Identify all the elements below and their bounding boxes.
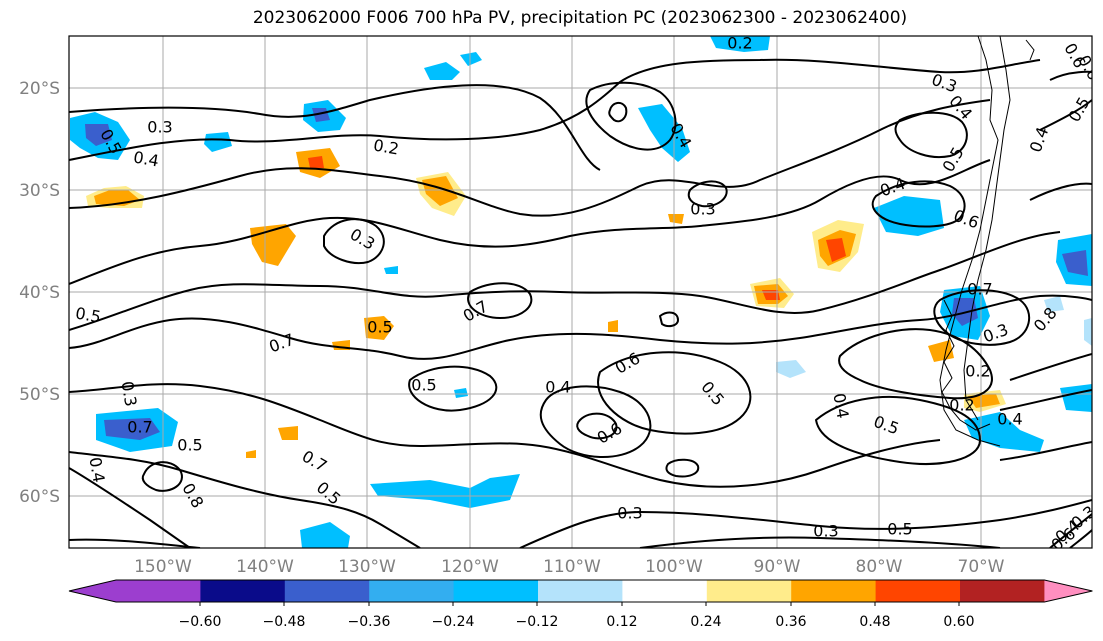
contour-label: 0.3 <box>147 118 172 137</box>
lon-tick-label: 100°W <box>645 557 703 577</box>
precip-patch-lightblue <box>1084 318 1092 346</box>
colorbar-tick-label: 0.60 <box>943 614 974 630</box>
contour-label: 0.5 <box>177 436 202 455</box>
colorbar-swatch <box>875 580 961 602</box>
precip-patch-blue <box>710 36 770 52</box>
precip-patch-orange <box>826 238 846 262</box>
precip-patch-blue <box>370 474 520 508</box>
contour-label: 0.2 <box>372 135 400 158</box>
precip-patch-orange <box>422 176 458 206</box>
precip-patch-blue <box>104 418 160 440</box>
lat-tick-label: 20°S <box>19 79 60 99</box>
precip-patch-blue <box>638 104 690 162</box>
contour-label: 0.4 <box>545 378 570 397</box>
lat-tick-label: 40°S <box>19 283 60 303</box>
precip-patch-orange <box>608 320 618 332</box>
precip-patch-orange <box>668 214 684 224</box>
precip-patch-blue <box>1062 250 1088 276</box>
colorbar-swatch <box>538 580 623 602</box>
contour-label: 0.7 <box>127 418 152 437</box>
precip-patch-blue <box>454 388 468 398</box>
colorbar-swatch <box>960 580 1045 602</box>
contour-label: 0.7 <box>967 280 992 299</box>
lon-tick-label: 140°W <box>236 557 294 577</box>
colorbar-tick-label: −0.36 <box>348 614 391 630</box>
lon-tick-label: 150°W <box>134 557 192 577</box>
contour-label: 0.3 <box>117 380 140 408</box>
colorbar-swatch <box>284 580 370 602</box>
precip-patch-blue <box>424 62 460 80</box>
precip-patch-blue <box>204 132 232 152</box>
colorbar-tick-label: 0.48 <box>859 614 890 630</box>
lon-tick-label: 90°W <box>754 557 801 577</box>
contour-label: 0.3 <box>813 522 838 541</box>
colorbar-swatch <box>453 580 539 602</box>
lat-tick-label: 50°S <box>19 385 60 405</box>
coastline <box>939 36 1035 447</box>
pv-contours <box>69 58 1092 548</box>
colorbar-swatch <box>200 580 286 602</box>
precip-patch-lightblue <box>1044 296 1064 312</box>
colorbar-swatch <box>116 580 201 602</box>
contour-label: 0.5 <box>887 520 912 539</box>
precip-patch-orange <box>250 224 296 266</box>
precip-patch-blue <box>384 266 398 274</box>
colorbar-outline <box>68 579 1093 603</box>
colorbar-swatch <box>706 580 792 602</box>
precip-patch-orange <box>278 426 298 440</box>
contour-label: 0.2 <box>965 362 990 381</box>
lon-tick-label: 70°W <box>958 557 1005 577</box>
colorbar: −0.60 −0.48 −0.36 −0.24 −0.12 0.12 0.24 0.36 0.4… <box>68 579 1093 630</box>
colorbar-swatch <box>369 580 455 602</box>
map-frame <box>68 35 1093 549</box>
contour-label: 0.5 <box>367 318 392 337</box>
contour-label: 0.5 <box>74 303 102 326</box>
precip-patch-blue <box>85 124 112 146</box>
lon-tick-label: 130°W <box>338 557 396 577</box>
latitude-tick-labels: 20°S 30°S 40°S 50°S 60°S <box>19 79 60 507</box>
contour-label: 0.4 <box>829 392 852 420</box>
precip-patch-lightblue <box>776 360 806 378</box>
colorbar-tick-label: 0.24 <box>690 614 721 630</box>
contour-label: 0.2 <box>727 34 752 53</box>
precip-patch-blue <box>460 52 482 66</box>
map-panel: 0.30.40.20.50.30.50.70.50.30.70.50.40.80… <box>68 34 1093 549</box>
lon-tick-label: 80°W <box>856 557 903 577</box>
precip-patch-orange <box>968 394 1000 408</box>
precip-patch-blue <box>300 522 350 548</box>
map-title: 2023062000 F006 700 hPa PV, precipitatio… <box>252 8 908 28</box>
colorbar-tick-label: 0.12 <box>606 614 637 630</box>
contour-label: 0.5 <box>411 376 436 395</box>
colorbar-tick-label: −0.12 <box>516 614 559 630</box>
colorbar-tick-label: −0.24 <box>432 614 475 630</box>
lat-tick-label: 30°S <box>19 181 60 201</box>
contour-label: 0.3 <box>617 504 642 523</box>
contour-label: 0.3 <box>690 200 715 219</box>
contour-label: 0.4 <box>997 410 1022 429</box>
colorbar-extend-min <box>69 580 116 602</box>
contour-label: 0.4 <box>85 456 108 484</box>
lat-tick-label: 60°S <box>19 487 60 507</box>
precip-patch-orange <box>246 450 256 458</box>
precipitation-shading <box>70 36 1092 548</box>
colorbar-swatch <box>622 580 708 602</box>
precip-patch-orange <box>308 156 324 168</box>
colorbar-tick-label: −0.48 <box>263 614 306 630</box>
contour-label: 0.2 <box>949 396 974 415</box>
lon-tick-label: 110°W <box>543 557 601 577</box>
precip-patch-orange <box>364 316 394 340</box>
colorbar-extend-max <box>1044 580 1093 602</box>
lon-tick-label: 120°W <box>441 557 499 577</box>
colorbar-tick-label: −0.60 <box>179 614 222 630</box>
contour-label: 0.4 <box>132 147 160 170</box>
longitude-tick-labels: 150°W 140°W 130°W 120°W 110°W 100°W 90°W 80°W 70… <box>134 557 1005 577</box>
colorbar-tick-label: 0.36 <box>775 614 806 630</box>
colorbar-swatch <box>791 580 877 602</box>
